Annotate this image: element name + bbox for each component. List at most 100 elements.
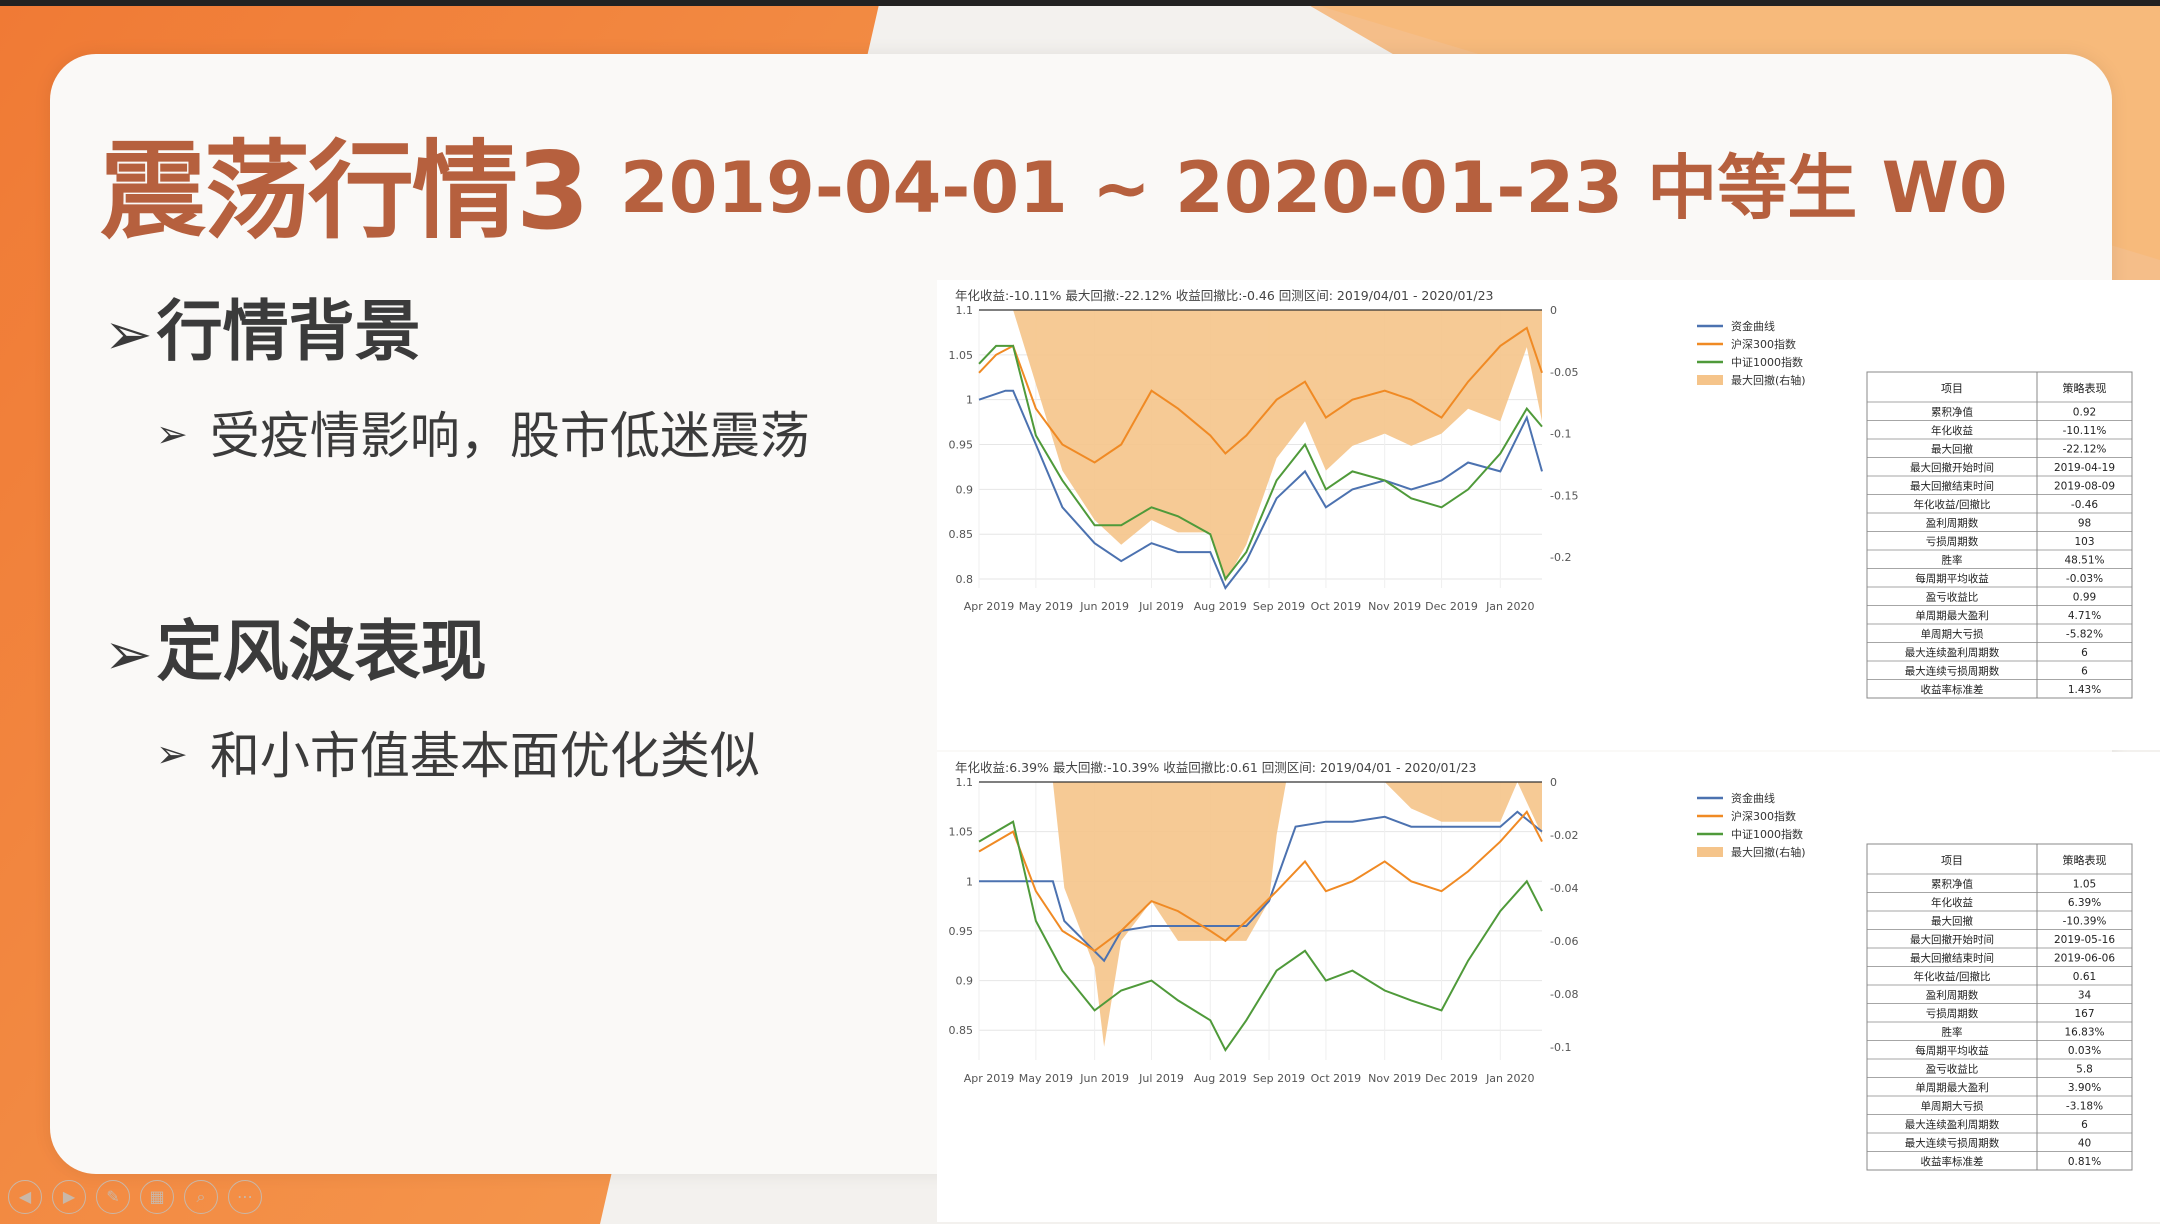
grid-icon[interactable]: ▦ — [140, 1180, 174, 1214]
table-cell-value: 6 — [2081, 1119, 2088, 1131]
presentation-toolbar: ◀ ▶ ✎ ▦ ⌕ ⋯ — [8, 1180, 272, 1216]
next-icon[interactable]: ▶ — [52, 1180, 86, 1214]
table-cell-value: -10.11% — [2063, 425, 2107, 437]
x-tick-label: Dec 2019 — [1425, 1072, 1478, 1085]
table-cell-label: 盈利周期数 — [1926, 989, 1979, 1002]
y-tick-label: 1.1 — [956, 304, 974, 317]
table-cell-label: 单周期最大盈利 — [1915, 609, 1989, 622]
y-tick-label: 1.1 — [956, 776, 974, 789]
y2-tick-label: -0.05 — [1550, 366, 1578, 379]
y-tick-label: 1 — [966, 875, 973, 888]
section-heading-label: 行情背景 — [156, 293, 421, 370]
slide-title: 震荡行情3 — [100, 130, 590, 253]
table-cell-value: 0.99 — [2073, 592, 2096, 604]
table-cell-label: 每周期平均收益 — [1915, 1044, 1989, 1057]
table-cell-value: 2019-08-09 — [2054, 481, 2115, 493]
table-cell-value: 103 — [2074, 536, 2094, 548]
y2-tick-label: -0.08 — [1550, 988, 1578, 1001]
zoom-icon[interactable]: ⌕ — [184, 1180, 218, 1214]
x-tick-label: Nov 2019 — [1368, 600, 1421, 613]
legend-swatch — [1697, 847, 1723, 857]
x-tick-label: Jun 2019 — [1079, 1072, 1129, 1085]
y2-tick-label: -0.1 — [1550, 428, 1571, 441]
table-cell-value: 16.83% — [2064, 1027, 2104, 1039]
table-header: 策略表现 — [2063, 853, 2107, 867]
table-cell-label: 单周期大亏损 — [1921, 1100, 1984, 1113]
series-line — [978, 326, 1543, 464]
backtest-chart-2: 年化收益:6.39% 最大回撤:-10.39% 收益回撤比:0.61 回测区间:… — [937, 752, 2160, 1222]
table-cell-label: 最大回撤开始时间 — [1910, 933, 1994, 946]
x-tick-label: Jul 2019 — [1138, 1072, 1184, 1085]
table-cell-value: -5.82% — [2066, 629, 2103, 641]
table-cell-label: 每周期平均收益 — [1915, 572, 1989, 585]
table-cell-value: 0.61 — [2073, 971, 2096, 983]
table-cell-label: 年化收益/回撤比 — [1913, 498, 1990, 511]
table-cell-value: 167 — [2074, 1008, 2094, 1020]
table-cell-label: 最大回撤开始时间 — [1910, 461, 1994, 474]
bullet-item: ➢ 和小市值基本面优化类似 — [156, 716, 760, 788]
y2-tick-label: -0.02 — [1550, 829, 1578, 842]
y-tick-label: 0.95 — [949, 925, 974, 938]
table-cell-label: 收益率标准差 — [1921, 1155, 1984, 1168]
x-tick-label: Dec 2019 — [1425, 600, 1478, 613]
series-line — [978, 810, 1543, 953]
x-tick-label: Jun 2019 — [1079, 600, 1129, 613]
table-cell-label: 单周期大亏损 — [1921, 628, 1984, 641]
table-cell-value: 0.92 — [2073, 407, 2096, 419]
table-cell-value: 40 — [2078, 1138, 2091, 1150]
table-header: 项目 — [1941, 382, 1963, 395]
table-cell-label: 累积净值 — [1931, 406, 1973, 419]
y2-tick-label: -0.15 — [1550, 489, 1578, 502]
series-drawdown-area — [979, 782, 1542, 1047]
table-cell-value: 2019-05-16 — [2054, 934, 2115, 946]
legend-label: 中证1000指数 — [1731, 827, 1803, 841]
legend-label: 沪深300指数 — [1731, 337, 1796, 351]
table-cell-label: 盈亏收益比 — [1926, 591, 1979, 604]
x-tick-label: Oct 2019 — [1311, 600, 1362, 613]
x-tick-label: Oct 2019 — [1311, 1072, 1362, 1085]
x-tick-label: Jan 2020 — [1485, 1072, 1534, 1085]
legend-swatch — [1697, 375, 1723, 385]
y-tick-label: 0.95 — [949, 439, 974, 452]
y2-tick-label: 0 — [1550, 304, 1557, 317]
legend-label: 资金曲线 — [1731, 319, 1775, 333]
pen-icon[interactable]: ✎ — [96, 1180, 130, 1214]
more-icon[interactable]: ⋯ — [228, 1180, 262, 1214]
table-cell-label: 最大回撤 — [1931, 443, 1973, 456]
series-line — [978, 389, 1543, 590]
table-cell-value: 34 — [2078, 990, 2092, 1002]
x-tick-label: Aug 2019 — [1194, 600, 1247, 613]
section-heading-label: 定风波表现 — [156, 613, 487, 690]
table-cell-value: -3.18% — [2066, 1101, 2103, 1113]
table-cell-value: -0.46 — [2071, 499, 2098, 511]
legend-label: 资金曲线 — [1731, 791, 1775, 805]
table-cell-value: 5.8 — [2076, 1064, 2093, 1076]
table-cell-label: 最大连续亏损周期数 — [1905, 1137, 2000, 1150]
bullet-item-text: 和小市值基本面优化类似 — [209, 727, 760, 785]
prev-icon[interactable]: ◀ — [8, 1180, 42, 1214]
y-tick-label: 1.05 — [949, 349, 974, 362]
section-heading-background: ➢行情背景 — [104, 278, 421, 374]
table-cell-value: 1.05 — [2073, 879, 2096, 891]
table-cell-label: 胜率 — [1942, 1026, 1963, 1039]
y-tick-label: 0.8 — [956, 573, 974, 586]
y2-tick-label: -0.1 — [1550, 1041, 1571, 1054]
y-tick-label: 1.05 — [949, 826, 974, 839]
table-cell-value: -0.03% — [2066, 573, 2103, 585]
series-drawdown-area — [979, 310, 1542, 582]
table-cell-value: 2019-04-19 — [2054, 462, 2115, 474]
table-cell-label: 亏损周期数 — [1926, 535, 1979, 548]
arrow-bullet-icon: ➢ — [156, 412, 188, 456]
x-tick-label: Sep 2019 — [1253, 1072, 1305, 1085]
table-cell-value: 6 — [2081, 666, 2088, 678]
table-cell-label: 年化收益 — [1931, 424, 1973, 437]
table-cell-label: 亏损周期数 — [1926, 1007, 1979, 1020]
series-line — [979, 810, 1543, 963]
table-cell-label: 最大连续亏损周期数 — [1905, 665, 2000, 678]
y-tick-label: 0.9 — [956, 483, 974, 496]
legend-label: 沪深300指数 — [1731, 809, 1796, 823]
table-cell-value: 3.90% — [2068, 1082, 2101, 1094]
legend-label: 中证1000指数 — [1731, 355, 1803, 369]
y2-tick-label: -0.06 — [1550, 935, 1578, 948]
y-tick-label: 0.85 — [949, 1024, 974, 1037]
